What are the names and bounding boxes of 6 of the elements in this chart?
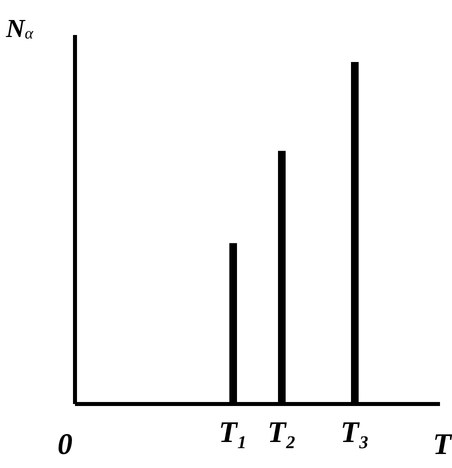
- text: 0: [58, 428, 72, 461]
- x-tick-label: T₂: [267, 416, 296, 449]
- y-axis-title: Nα: [5, 14, 34, 43]
- x-axis-title: T: [432, 428, 452, 461]
- x-tick-label: T₃: [340, 416, 370, 449]
- x-tick-label: T₁: [218, 416, 248, 449]
